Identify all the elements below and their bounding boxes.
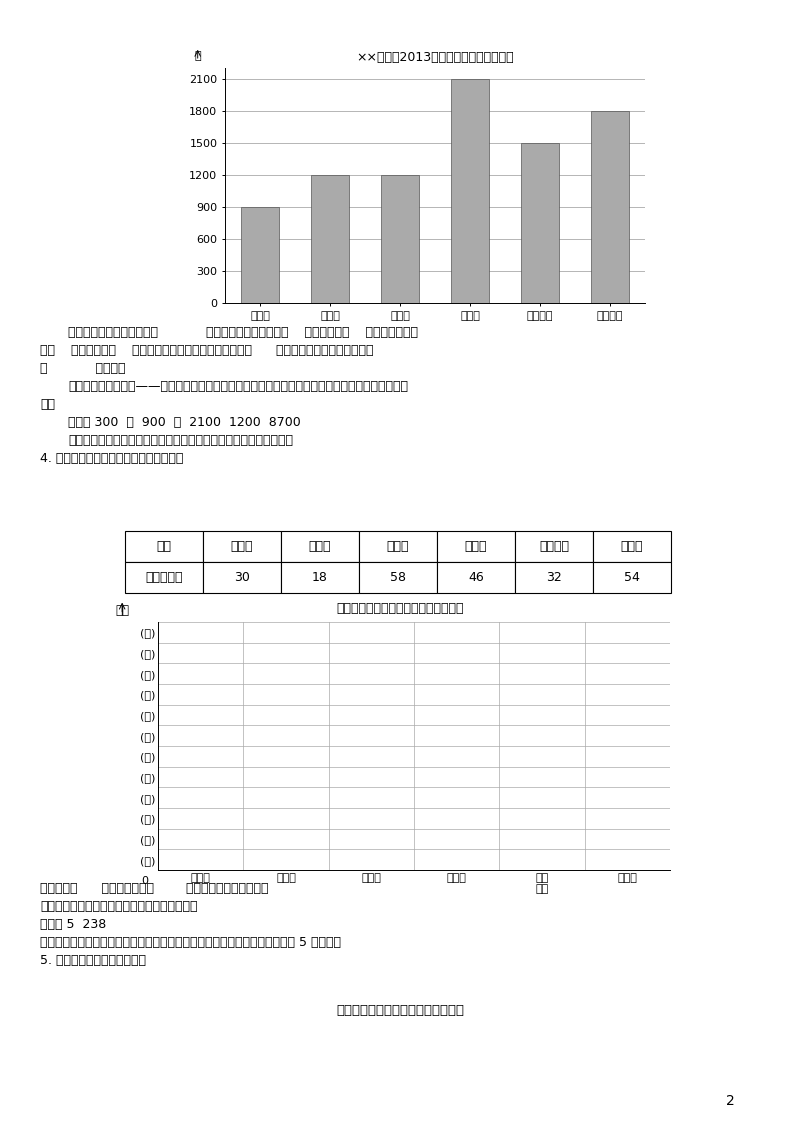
Bar bbox=[591, 111, 630, 303]
Text: 30: 30 bbox=[234, 570, 250, 584]
Text: 答案： 300  七  900  十  2100  1200  8700: 答案： 300 七 900 十 2100 1200 8700 bbox=[68, 416, 301, 429]
Text: 合唱队: 合唱队 bbox=[387, 540, 409, 553]
Bar bbox=[310, 175, 349, 303]
Text: 答案： 5  238: 答案： 5 238 bbox=[40, 917, 106, 931]
Bar bbox=[203, 562, 281, 593]
Text: 54: 54 bbox=[624, 570, 640, 584]
Bar bbox=[281, 562, 359, 593]
Bar bbox=[521, 143, 559, 303]
Bar bbox=[515, 562, 593, 593]
Text: 32: 32 bbox=[546, 570, 562, 584]
Text: 是（    ）月份，是（    ）辆；最多与最少的月份产量相差（      ）辆汽车，下半年一共生产了: 是（ ）月份，是（ ）辆；最多与最少的月份产量相差（ ）辆汽车，下半年一共生产了 bbox=[40, 344, 373, 357]
Text: 四年级同学参加兴趣小组情况统计图: 四年级同学参加兴趣小组情况统计图 bbox=[336, 1004, 464, 1017]
Text: 育兴小学校各兴趣小组人数情况统计图: 育兴小学校各兴趣小组人数情况统计图 bbox=[336, 603, 464, 615]
Text: 46: 46 bbox=[468, 570, 484, 584]
Text: 4. 根据育兴小学各兴趣小组人数填一填。: 4. 根据育兴小学各兴趣小组人数填一填。 bbox=[40, 451, 183, 465]
Bar bbox=[593, 562, 671, 593]
Text: 人数（人）: 人数（人） bbox=[145, 570, 183, 584]
Text: 管乐队: 管乐队 bbox=[621, 540, 643, 553]
Text: 2: 2 bbox=[726, 1094, 734, 1108]
Text: 辆: 辆 bbox=[195, 51, 201, 61]
Text: 58: 58 bbox=[390, 570, 406, 584]
Bar bbox=[515, 531, 593, 562]
Text: 18: 18 bbox=[312, 570, 328, 584]
Bar bbox=[451, 79, 489, 303]
Text: 5. 根据统计图回答下面问题。: 5. 根据统计图回答下面问题。 bbox=[40, 955, 146, 967]
Text: 篮球队: 篮球队 bbox=[231, 540, 253, 553]
Bar bbox=[437, 531, 515, 562]
Text: 名称: 名称 bbox=[156, 540, 172, 553]
Text: 计算机组: 计算机组 bbox=[539, 540, 569, 553]
Text: 人数: 人数 bbox=[115, 604, 129, 617]
Text: 考查目的：根据数据及实际情况，确定单位量。: 考查目的：根据数据及实际情况，确定单位量。 bbox=[40, 900, 198, 913]
Bar bbox=[241, 207, 279, 303]
Bar bbox=[359, 531, 437, 562]
Text: 每格代表（      ）比较合适，（        ）名同学参加兴趣小组。: 每格代表（ ）比较合适，（ ）名同学参加兴趣小组。 bbox=[40, 882, 268, 895]
Text: （            ）汽车。: （ ）汽车。 bbox=[40, 362, 125, 375]
Bar bbox=[437, 562, 515, 593]
Bar bbox=[203, 531, 281, 562]
Text: 考查目的：识图能力——单位量是多少，体会一格代表多个单位量的用法。最多、最少的数据确定方: 考查目的：识图能力——单位量是多少，体会一格代表多个单位量的用法。最多、最少的数… bbox=[68, 380, 408, 393]
Text: 这张统计图中每一格表示（            ）辆汽车，产量最少是（    ）月份，是（    ）辆；产量最多: 这张统计图中每一格表示（ ）辆汽车，产量最少是（ ）月份，是（ ）辆；产量最多 bbox=[68, 326, 418, 339]
Bar bbox=[359, 562, 437, 593]
Text: 舞蹈队: 舞蹈队 bbox=[464, 540, 488, 553]
Text: 美术组: 美术组 bbox=[309, 540, 331, 553]
Text: 0: 0 bbox=[141, 876, 148, 886]
Bar bbox=[281, 531, 359, 562]
Bar bbox=[125, 531, 203, 562]
Text: 解析：根据表中数据的最大值和最小值以及统计图的实际大小，确定每格代表 5 更合适。: 解析：根据表中数据的最大值和最小值以及统计图的实际大小，确定每格代表 5 更合适… bbox=[40, 935, 341, 949]
Bar bbox=[593, 531, 671, 562]
Title: ××汽车厂2013年下半年汽车产量统计图: ××汽车厂2013年下半年汽车产量统计图 bbox=[357, 51, 514, 64]
Bar bbox=[125, 562, 203, 593]
Text: 法。: 法。 bbox=[40, 398, 55, 411]
Bar bbox=[381, 175, 419, 303]
Text: 解析：先根据纵轴的标注确定单位量，然后对数据进行比较和运算。: 解析：先根据纵轴的标注确定单位量，然后对数据进行比较和运算。 bbox=[68, 433, 293, 447]
